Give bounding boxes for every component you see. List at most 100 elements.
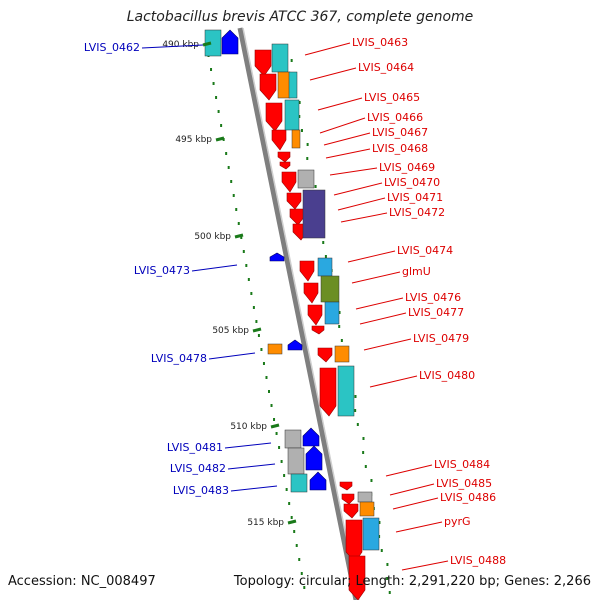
cds-forward-arrow [265, 102, 283, 132]
gc-skew-mark [262, 362, 265, 365]
gc-skew-mark [232, 194, 235, 197]
gc-skew-mark [245, 264, 248, 267]
gene-label-leader [340, 212, 388, 223]
gc-skew-mark [290, 516, 293, 519]
gc-skew-mark [340, 339, 343, 342]
gc-skew-mark [220, 124, 223, 127]
accession-text: Accession: NC_008497 [8, 574, 156, 589]
gene-label-reverse: LVIS_0478 [151, 352, 207, 365]
cds-forward-arrow [259, 73, 277, 101]
gc-skew-mark [300, 129, 303, 132]
cds-reverse-arrow [287, 339, 303, 351]
gene-label-leader [309, 67, 357, 81]
gc-skew-mark [370, 479, 373, 482]
kbp-tick-label: 495 kbp [175, 135, 212, 145]
gene-label-forward: LVIS_0472 [389, 206, 445, 219]
gene-label-leader [317, 97, 363, 111]
gc-skew-mark [386, 563, 389, 566]
gc-skew-mark [338, 311, 341, 314]
gc-skew-mark [268, 390, 270, 393]
kbp-tick-label: 500 kbp [194, 232, 231, 242]
cog-feature-box [267, 343, 283, 355]
gene-label-leader [208, 352, 256, 360]
gene-label-leader [304, 42, 351, 56]
cds-forward-arrow [348, 555, 366, 600]
cds-forward-arrow [281, 171, 297, 193]
cds-forward-arrow [254, 49, 272, 77]
gc-skew-mark [378, 521, 381, 524]
gc-skew-mark [285, 488, 288, 491]
gc-skew-mark [240, 236, 243, 239]
cog-feature-box [287, 447, 305, 475]
gene-label-leader [355, 297, 404, 310]
kbp-tick-label: 510 kbp [230, 422, 267, 432]
gene-labels: LVIS_0463 LVIS_0464 LVIS_0465 LVIS_0466 LVIS… [84, 36, 506, 571]
topology-text: Topology: circular; Length: 2,291,220 bp… [233, 574, 591, 589]
gc-skew-mark [210, 68, 213, 71]
gene-label-reverse: LVIS_0482 [170, 462, 226, 475]
kbp-ticks: 490 kbp 495 kbp 500 kbp 505 kbp 510 kbp 515 k… [162, 40, 297, 528]
gene-label-leader [363, 338, 412, 351]
gene-label-forward: LVIS_0485 [436, 477, 492, 490]
cog-feature-box [271, 43, 289, 73]
cog-feature-box [334, 345, 350, 363]
gc-skew-mark [265, 376, 268, 379]
kbp-tick-label: 515 kbp [247, 518, 284, 528]
feature-track [204, 29, 380, 600]
gc-skew-mark [293, 530, 296, 533]
gc-skew-mark [283, 474, 286, 477]
cds-forward-arrow [307, 304, 323, 326]
cog-feature-box [317, 257, 333, 277]
gene-label-forward: LVIS_0469 [379, 161, 435, 174]
gc-skew-mark [300, 572, 303, 575]
cds-reverse-arrow [309, 471, 327, 491]
gene-label-reverse: LVIS_0481 [167, 441, 223, 454]
backbone-highlight [242, 27, 360, 600]
cog-feature-box [297, 169, 315, 189]
gene-label-leader [392, 497, 439, 510]
gene-label-leader [191, 264, 238, 272]
gene-label-forward: LVIS_0464 [358, 61, 414, 74]
cog-feature-box [324, 301, 340, 325]
gene-label-leader [227, 463, 276, 470]
cds-forward-arrow [271, 129, 287, 151]
kbp-tick-mark [215, 136, 225, 142]
cds-forward-arrow [343, 503, 359, 519]
cds-reverse-arrow [269, 252, 285, 262]
cog-feature-box [284, 429, 302, 449]
gene-label-leader [141, 44, 204, 49]
gene-label-forward: LVIS_0488 [450, 554, 506, 567]
gc-skew-mark [290, 59, 293, 62]
cog-feature-box [337, 365, 355, 417]
gc-skew-mark [298, 101, 301, 104]
gene-label-forward: LVIS_0471 [387, 191, 443, 204]
gene-label-reverse: LVIS_0483 [173, 484, 229, 497]
cog-feature-box [357, 491, 373, 503]
gc-skew-mark [322, 241, 325, 244]
gene-label-forward: pyrG [444, 515, 471, 528]
gene-label-forward: LVIS_0466 [367, 111, 423, 124]
gc-skew-mark [242, 250, 245, 253]
gene-label-leader [389, 483, 435, 496]
gene-label-leader [230, 485, 278, 492]
cds-forward-arrow [317, 347, 333, 363]
gene-label-leader [351, 271, 401, 284]
gene-label-leader [325, 148, 371, 159]
gene-label-forward: LVIS_0463 [352, 36, 408, 49]
kbp-tick-label: 490 kbp [162, 40, 199, 50]
cds-forward-arrow [299, 260, 315, 282]
gene-label-leader [323, 132, 371, 146]
kbp-tick-mark [252, 327, 262, 333]
cds-forward-arrow [289, 208, 305, 226]
cog-feature-box [362, 517, 380, 551]
gene-label-leader [359, 312, 407, 325]
gc-skew-mark [306, 157, 309, 160]
gc-skew-mark [275, 432, 278, 435]
gc-skew-mark [227, 166, 230, 169]
cds-forward-arrow [279, 161, 291, 170]
gc-skew-mark [273, 418, 276, 421]
cog-feature-box [290, 473, 308, 493]
cds-forward-arrow [311, 325, 325, 335]
kbp-tick-label: 505 kbp [212, 326, 249, 336]
cds-forward-arrow [319, 367, 337, 417]
